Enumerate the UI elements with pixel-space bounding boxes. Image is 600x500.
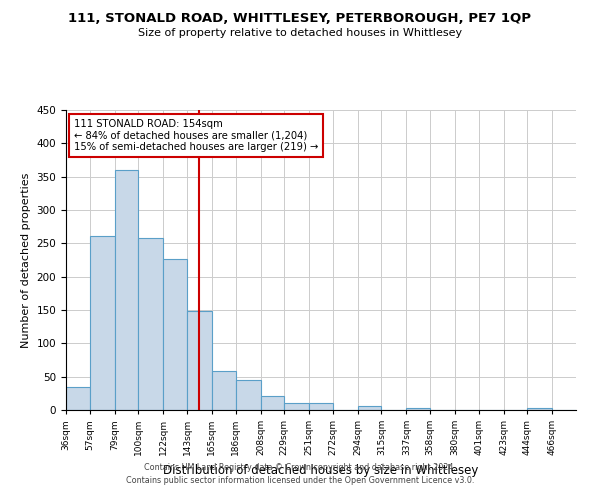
Bar [115,170,139,410]
Bar [236,380,260,410]
Bar [187,310,212,410]
Bar [260,396,284,410]
Text: 111, STONALD ROAD, WHITTLESEY, PETERBOROUGH, PE7 1QP: 111, STONALD ROAD, WHITTLESEY, PETERBORO… [68,12,532,26]
Y-axis label: Number of detached properties: Number of detached properties [21,172,31,348]
Bar [163,258,187,410]
Bar [212,372,236,410]
Bar [309,404,333,410]
X-axis label: Distribution of detached houses by size in Whittlesey: Distribution of detached houses by size … [163,464,479,476]
Bar [358,406,382,410]
Text: 111 STONALD ROAD: 154sqm
← 84% of detached houses are smaller (1,204)
15% of sem: 111 STONALD ROAD: 154sqm ← 84% of detach… [74,119,318,152]
Text: Size of property relative to detached houses in Whittlesey: Size of property relative to detached ho… [138,28,462,38]
Bar [139,238,163,410]
Bar [66,386,90,410]
Bar [90,236,115,410]
Bar [527,408,552,410]
Bar [406,408,430,410]
Text: Contains HM Land Registry data © Crown copyright and database right 2024.
Contai: Contains HM Land Registry data © Crown c… [126,464,474,485]
Bar [284,402,309,410]
